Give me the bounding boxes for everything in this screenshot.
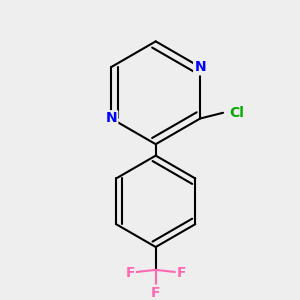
Text: N: N xyxy=(194,60,206,74)
Text: F: F xyxy=(177,266,186,280)
Text: N: N xyxy=(105,112,117,125)
Text: N: N xyxy=(194,60,206,74)
Text: Cl: Cl xyxy=(229,106,244,120)
Text: N: N xyxy=(105,112,117,125)
Text: F: F xyxy=(151,286,160,300)
Text: F: F xyxy=(125,266,135,280)
